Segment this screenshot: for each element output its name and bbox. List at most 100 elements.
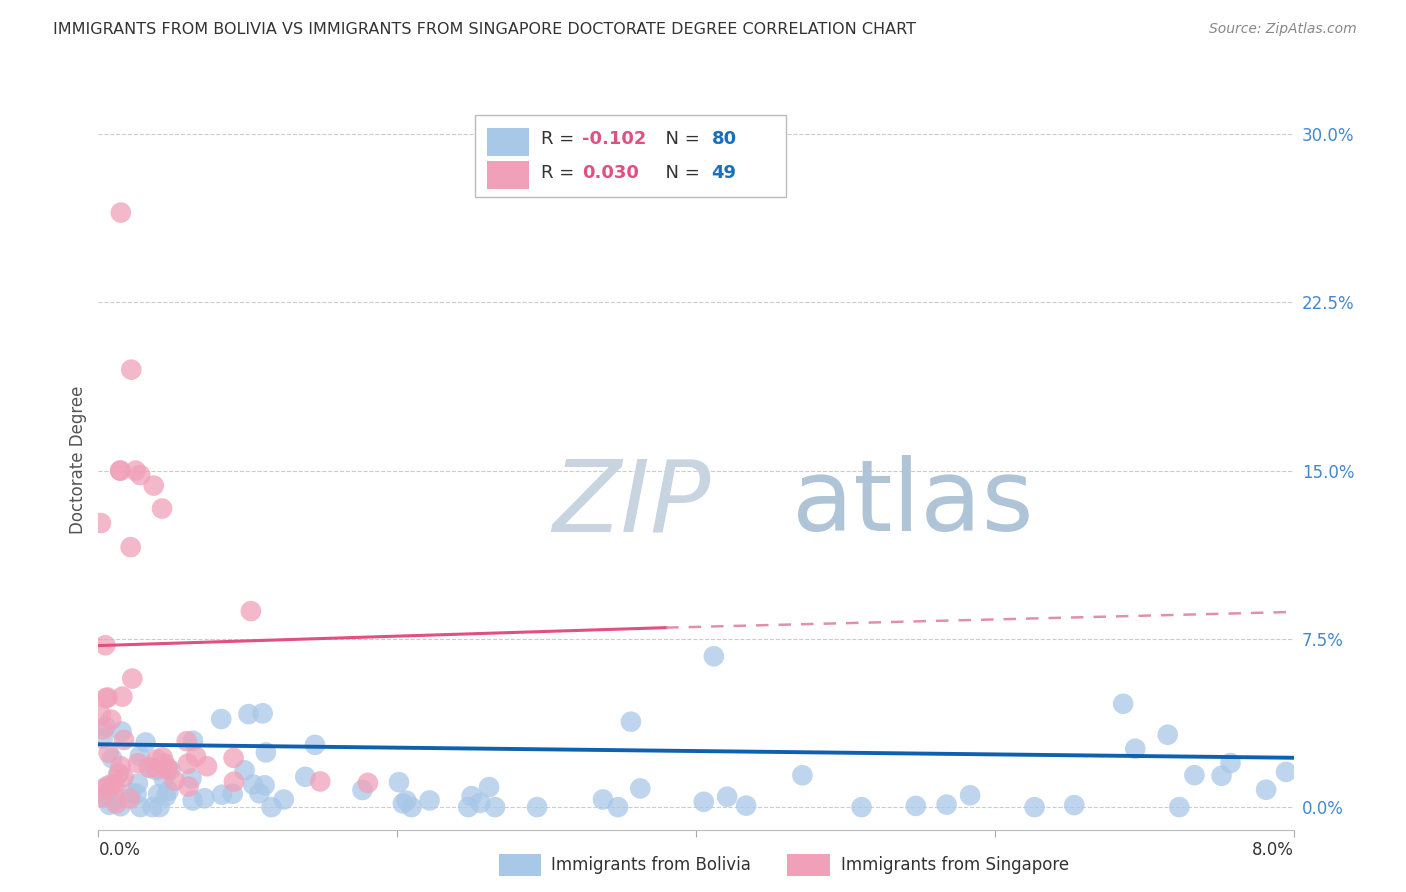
Text: N =: N = — [654, 130, 706, 148]
Point — [388, 775, 411, 789]
Point — [470, 796, 492, 810]
Point — [129, 468, 152, 483]
Point — [252, 706, 274, 721]
Point — [163, 773, 186, 788]
Point — [110, 464, 132, 478]
Point — [121, 672, 143, 686]
Point — [155, 789, 177, 804]
Point — [110, 205, 132, 219]
Point — [180, 772, 202, 786]
Point — [93, 723, 115, 737]
Point — [735, 798, 758, 813]
Point — [107, 767, 129, 781]
Point — [904, 798, 927, 813]
Point — [401, 800, 423, 814]
Point — [181, 733, 204, 747]
Text: 80: 80 — [711, 130, 737, 148]
Point — [357, 776, 380, 790]
Point — [222, 751, 245, 765]
Point — [1123, 741, 1146, 756]
Point — [101, 778, 124, 792]
Point — [141, 800, 163, 814]
Text: -0.102: -0.102 — [582, 130, 647, 148]
Text: Immigrants from Singapore: Immigrants from Singapore — [841, 856, 1069, 874]
Point — [222, 774, 245, 789]
Point — [309, 774, 332, 789]
Point — [146, 787, 169, 801]
Point — [460, 789, 482, 804]
Point — [108, 766, 131, 780]
Point — [254, 746, 277, 760]
Point — [127, 756, 149, 771]
Point — [110, 799, 132, 814]
Text: 0.0%: 0.0% — [98, 841, 141, 859]
Point — [153, 772, 176, 786]
Text: 49: 49 — [711, 164, 737, 182]
Point — [129, 800, 152, 814]
Point — [150, 501, 173, 516]
Point — [419, 793, 441, 807]
Point — [120, 786, 142, 800]
Point — [94, 720, 117, 734]
Point — [304, 738, 326, 752]
Point — [693, 795, 716, 809]
Point — [260, 800, 283, 814]
Point — [159, 763, 181, 777]
Point — [105, 797, 128, 811]
Point — [120, 540, 142, 554]
Point — [211, 788, 233, 802]
FancyBboxPatch shape — [475, 115, 786, 196]
Point — [138, 760, 160, 774]
Point — [620, 714, 643, 729]
Point — [93, 781, 115, 796]
Point — [94, 638, 117, 652]
Point — [112, 732, 135, 747]
FancyBboxPatch shape — [486, 161, 529, 189]
Point — [124, 464, 146, 478]
Point — [1168, 800, 1191, 814]
Point — [1254, 782, 1277, 797]
Point — [1157, 728, 1180, 742]
FancyBboxPatch shape — [486, 128, 529, 156]
Point — [120, 362, 142, 376]
Point — [90, 707, 112, 722]
Point — [142, 478, 165, 492]
Text: Source: ZipAtlas.com: Source: ZipAtlas.com — [1209, 22, 1357, 37]
Point — [592, 792, 614, 806]
Point — [90, 790, 112, 805]
Point — [238, 707, 260, 722]
Text: 0.030: 0.030 — [582, 164, 640, 182]
Point — [91, 731, 114, 746]
Text: atlas: atlas — [792, 455, 1033, 552]
Point — [101, 751, 124, 765]
Point — [145, 764, 167, 778]
Point — [177, 780, 200, 794]
Point — [94, 691, 117, 706]
Point — [703, 649, 725, 664]
Point — [135, 735, 157, 749]
Point — [959, 789, 981, 803]
Point — [239, 604, 262, 618]
Point — [526, 800, 548, 814]
Point — [395, 794, 418, 808]
Point — [111, 690, 134, 704]
Point — [128, 749, 150, 764]
Point — [153, 756, 176, 771]
Point — [98, 778, 121, 792]
Text: R =: R = — [541, 130, 579, 148]
Point — [105, 792, 128, 806]
Point — [1219, 756, 1241, 770]
Point — [1184, 768, 1206, 782]
Point — [1063, 798, 1085, 813]
Point — [139, 761, 162, 775]
Point — [156, 762, 179, 776]
Point — [96, 790, 118, 805]
Point — [148, 800, 170, 814]
Point — [98, 797, 121, 812]
Point — [97, 746, 120, 760]
Point — [1024, 800, 1046, 814]
Text: 8.0%: 8.0% — [1251, 841, 1294, 859]
Point — [96, 780, 118, 794]
Point — [478, 780, 501, 794]
Text: ZIP: ZIP — [553, 455, 711, 552]
